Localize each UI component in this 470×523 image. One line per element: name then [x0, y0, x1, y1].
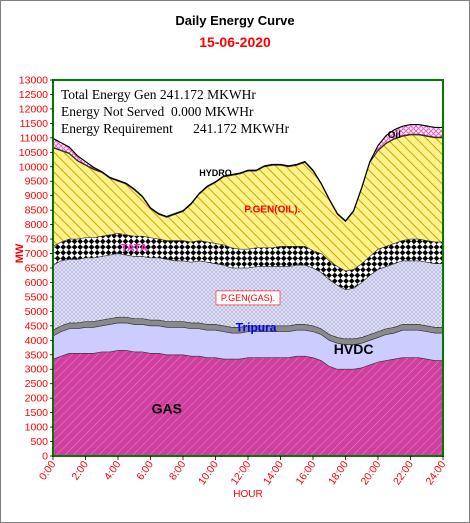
y-tick-label: 7500 — [25, 234, 49, 246]
x-tick-label: 2:00 — [69, 459, 91, 483]
x-tick-label: 14:00 — [261, 459, 286, 488]
series-label-hydro: HYDRO — [199, 168, 232, 178]
y-tick-label: 1500 — [25, 407, 49, 419]
y-tick-label: 10000 — [19, 161, 48, 173]
chart-subtitle: 15-06-2020 — [199, 34, 271, 50]
y-tick-label: 500 — [30, 436, 48, 448]
y-tick-label: 6000 — [25, 277, 49, 289]
x-tick-label: 24:00 — [424, 459, 449, 488]
x-tick-label: 12:00 — [229, 459, 254, 488]
y-tick-label: 2000 — [25, 393, 49, 405]
x-tick-label: 10:00 — [196, 459, 221, 488]
x-tick-label: 16:00 — [294, 459, 319, 488]
series-label-tripura: Tripura — [236, 321, 277, 335]
y-tick-label: 10500 — [19, 147, 48, 159]
series-area-gas — [52, 350, 444, 457]
y-axis-title: MW — [14, 243, 26, 263]
y-tick-label: 3000 — [25, 364, 49, 376]
annotation-line: Energy Not Served 0.000 MKWHr — [61, 104, 254, 119]
annotation-line: Total Energy Gen 241.172 MKWHr — [61, 87, 256, 102]
x-tick-label: 22:00 — [391, 459, 416, 488]
series-label-p-gen-gas: P.GEN(GAS). — [221, 293, 275, 303]
x-tick-label: 4:00 — [102, 459, 124, 483]
x-tick-label: 20:00 — [359, 459, 384, 488]
series-label-tata: TATA — [121, 242, 148, 254]
y-tick-label: 9000 — [25, 190, 49, 202]
x-tick-label: 6:00 — [134, 459, 156, 483]
annotation-box — [57, 84, 309, 139]
y-tick-label: 11000 — [20, 132, 49, 144]
y-tick-label: 7000 — [25, 248, 49, 260]
y-tick-label: 1000 — [25, 422, 49, 434]
series-label-oil: Oil — [388, 130, 402, 141]
y-tick-label: 6500 — [25, 263, 49, 275]
series-label-hvdc: HVDC — [334, 341, 374, 357]
y-tick-label: 8000 — [25, 219, 49, 231]
y-tick-label: 13000 — [19, 75, 48, 87]
x-tick-label: 8:00 — [167, 459, 189, 483]
y-tick-label: 9500 — [25, 176, 49, 188]
y-tick-label: 3500 — [25, 349, 49, 361]
y-tick-label: 12500 — [19, 89, 48, 101]
annotation-line: Energy Requirement 241.172 MKWHr — [61, 121, 290, 136]
y-tick-label: 8500 — [25, 205, 49, 217]
chart-title: Daily Energy Curve — [175, 13, 295, 28]
series-label-bg — [215, 290, 281, 306]
y-tick-label: 5500 — [25, 291, 49, 303]
series-label-gas: GAS — [152, 400, 182, 416]
y-tick-label: 0 — [42, 451, 48, 463]
series-label-p-gen-oil: P.GEN(OIL). — [244, 205, 300, 216]
x-tick-label: 18:00 — [326, 459, 351, 488]
x-axis-title: HOUR — [233, 489, 262, 500]
y-tick-label: 5000 — [25, 306, 49, 318]
x-tick-label: 0:00 — [37, 459, 59, 483]
y-tick-label: 2500 — [25, 378, 49, 390]
y-tick-label: 12000 — [19, 103, 48, 115]
y-tick-label: 11500 — [20, 118, 49, 130]
total-demand-line — [52, 123, 443, 222]
y-tick-label: 4000 — [25, 335, 49, 347]
y-tick-label: 4500 — [25, 320, 49, 332]
